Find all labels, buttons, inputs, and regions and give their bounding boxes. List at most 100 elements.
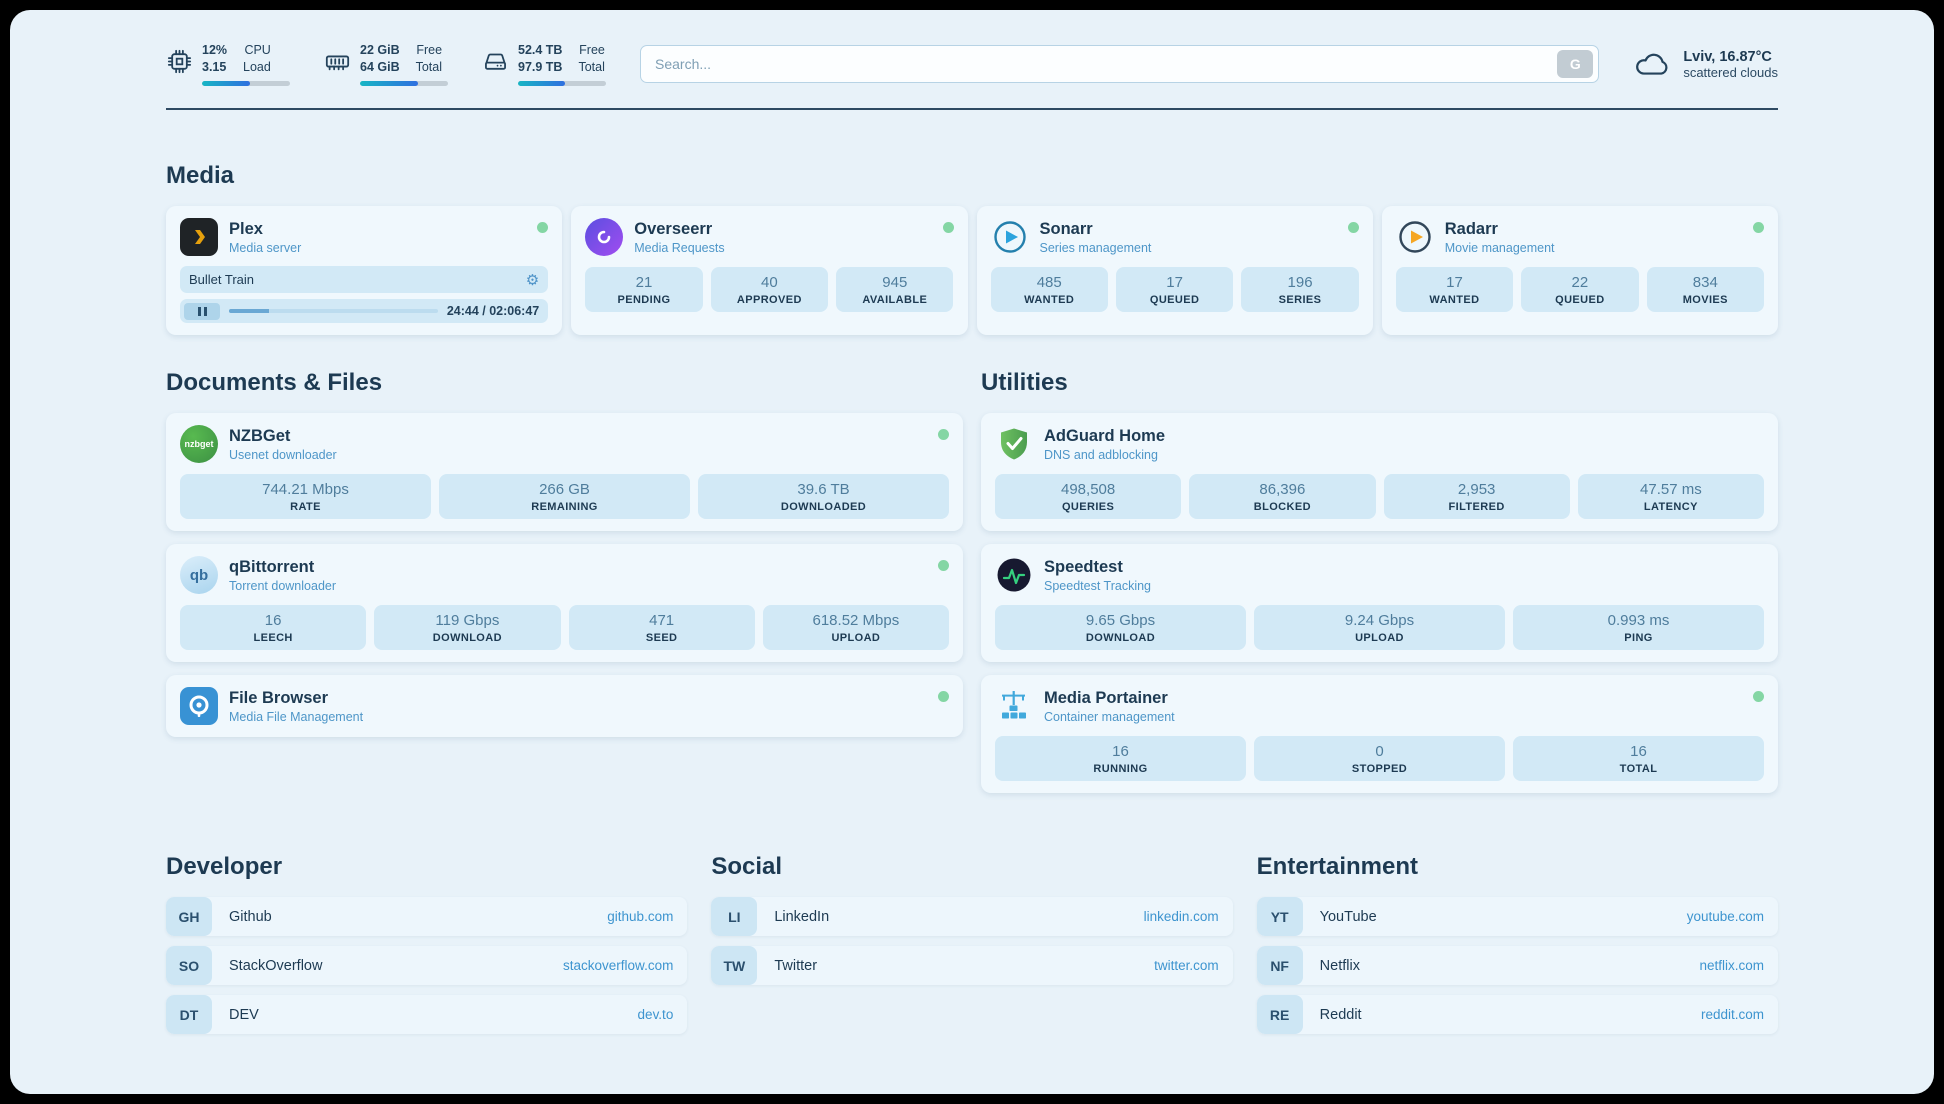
stat-tile: 17 QUEUED <box>1115 267 1234 312</box>
memory-icon <box>324 48 351 75</box>
stat-label: LATENCY <box>1643 501 1698 513</box>
service-card-overseerr[interactable]: Overseerr Media Requests 21 PENDING 40 A… <box>571 206 968 335</box>
stat-label: APPROVED <box>736 294 802 306</box>
netflix-icon: NF <box>1256 946 1303 985</box>
stat-tile: 485 WANTED <box>990 267 1108 312</box>
memory-label-bottom: Total <box>415 60 443 74</box>
stat-label: STOPPED <box>1351 763 1408 775</box>
service-card-portainer[interactable]: Media Portainer Container management 16 … <box>981 675 1778 793</box>
card-subtitle: Speedtest Tracking <box>1044 578 1152 593</box>
section-title-utilities: Utilities <box>981 369 1068 396</box>
now-playing-title: Bullet Train <box>189 272 255 287</box>
weather-widget: Lviv, 16.87°C scattered clouds <box>1633 48 1778 80</box>
service-card-nzbget[interactable]: nzbget NZBGet Usenet downloader 744.21 M… <box>166 413 963 531</box>
card-title: NZBGet <box>229 426 291 445</box>
card-title: Media Portainer <box>1044 688 1168 707</box>
stat-tile: 16 TOTAL <box>1513 736 1764 781</box>
twitter-icon: TW <box>711 946 758 985</box>
bookmark-reddit[interactable]: RE Reddit reddit.com <box>1256 995 1778 1034</box>
service-card-speedtest[interactable]: Speedtest Speedtest Tracking 9.65 Gbps D… <box>981 544 1778 662</box>
bookmark-name: Netflix <box>1319 957 1360 974</box>
bookmark-stackoverflow[interactable]: SO StackOverflow stackoverflow.com <box>166 946 688 985</box>
gear-icon[interactable]: ⚙ <box>525 271 540 289</box>
stat-value: 618.52 Mbps <box>812 612 900 629</box>
stat-tile: 9.65 Gbps DOWNLOAD <box>995 605 1246 650</box>
section-title-documents: Documents & Files <box>166 369 383 396</box>
stat-tile: 40 APPROVED <box>710 267 829 312</box>
stat-label: MOVIES <box>1682 294 1728 306</box>
stat-label: FILTERED <box>1448 501 1505 513</box>
search-input[interactable] <box>655 56 1558 72</box>
memory-progress-bar <box>360 81 448 86</box>
card-title: Radarr <box>1444 219 1498 238</box>
service-card-qbittorrent[interactable]: qb qBittorrent Torrent downloader 16 LEE… <box>166 544 963 662</box>
disk-total: 97.9 TB <box>518 60 563 74</box>
disk-widget: 52.4 TB 97.9 TB Free Total <box>482 42 606 86</box>
stat-value: 40 <box>761 274 778 291</box>
portainer-icon <box>995 687 1033 725</box>
card-title: File Browser <box>229 688 329 707</box>
service-card-adguard[interactable]: AdGuard Home DNS and adblocking 498,508 … <box>981 413 1778 531</box>
stat-value: 196 <box>1287 274 1313 291</box>
stat-value: 945 <box>882 274 908 291</box>
stat-label: WANTED <box>1024 294 1075 306</box>
card-subtitle: Series management <box>1039 240 1152 255</box>
card-title: AdGuard Home <box>1044 426 1166 445</box>
stat-label: SERIES <box>1278 294 1322 306</box>
bookmark-netflix[interactable]: NF Netflix netflix.com <box>1256 946 1778 985</box>
service-card-plex[interactable]: Plex Media server Bullet Train ⚙ <box>166 206 563 335</box>
stat-label: LEECH <box>253 632 293 644</box>
bookmark-url: linkedin.com <box>1143 909 1219 924</box>
disk-free: 52.4 TB <box>518 43 563 57</box>
stat-value: 744.21 Mbps <box>262 481 349 498</box>
section-title-social: Social <box>711 853 783 880</box>
dev-icon: DT <box>166 995 212 1034</box>
stat-value: 16 <box>1112 743 1129 760</box>
section-title-developer: Developer <box>166 853 283 880</box>
stat-label: QUEUED <box>1555 294 1605 306</box>
memory-label-top: Free <box>416 43 443 57</box>
service-card-radarr[interactable]: Radarr Movie management 17 WANTED 22 QUE… <box>1381 206 1778 335</box>
stat-label: BLOCKED <box>1253 501 1311 513</box>
plex-icon <box>180 218 218 256</box>
disk-label-top: Free <box>579 43 605 57</box>
stat-tile: 2,953 FILTERED <box>1383 474 1570 519</box>
bookmark-dev[interactable]: DT DEV dev.to <box>166 995 688 1034</box>
playback-time: 24:44 / 02:06:47 <box>446 304 540 318</box>
status-dot <box>938 560 949 571</box>
service-card-filebrowser[interactable]: File Browser Media File Management <box>166 675 963 737</box>
youtube-icon: YT <box>1256 897 1303 936</box>
status-dot <box>942 222 954 233</box>
bookmark-name: Reddit <box>1319 1006 1362 1023</box>
stat-tile: 17 WANTED <box>1395 267 1514 312</box>
stat-tile: 196 SERIES <box>1241 267 1359 312</box>
card-subtitle: Usenet downloader <box>229 447 337 462</box>
bookmark-linkedin[interactable]: LI LinkedIn linkedin.com <box>711 897 1233 936</box>
stat-tile: 0.993 ms PING <box>1513 605 1764 650</box>
seek-bar[interactable] <box>229 309 438 313</box>
bookmark-youtube[interactable]: YT YouTube youtube.com <box>1256 897 1778 936</box>
card-title: Overseerr <box>634 219 713 238</box>
stat-tile: 16 LEECH <box>180 605 367 650</box>
stat-value: 39.6 TB <box>797 481 850 498</box>
overseerr-icon <box>585 218 624 256</box>
stat-value: 471 <box>649 612 675 629</box>
bookmark-url: twitter.com <box>1154 958 1219 973</box>
cpu-label-top: CPU <box>244 43 271 57</box>
stat-label: AVAILABLE <box>862 294 928 306</box>
stat-tile: 47.57 ms LATENCY <box>1577 474 1764 519</box>
pause-button[interactable] <box>184 302 220 320</box>
bookmark-twitter[interactable]: TW Twitter twitter.com <box>711 946 1233 985</box>
google-search-button[interactable]: G <box>1557 50 1594 78</box>
bookmark-name: Github <box>229 908 272 925</box>
stat-value: 22 <box>1571 274 1589 291</box>
stat-label: DOWNLOADED <box>780 501 867 513</box>
service-card-sonarr[interactable]: Sonarr Series management 485 WANTED 17 Q… <box>976 206 1373 335</box>
stat-tile: 0 STOPPED <box>1254 736 1505 781</box>
memory-widget: 22 GiB 64 GiB Free Total <box>324 42 448 86</box>
bookmark-github[interactable]: GH Github github.com <box>166 897 688 936</box>
bookmark-url: youtube.com <box>1686 909 1764 924</box>
stat-value: 834 <box>1692 274 1718 291</box>
stackoverflow-icon: SO <box>166 946 212 985</box>
stat-value: 2,953 <box>1457 481 1496 498</box>
